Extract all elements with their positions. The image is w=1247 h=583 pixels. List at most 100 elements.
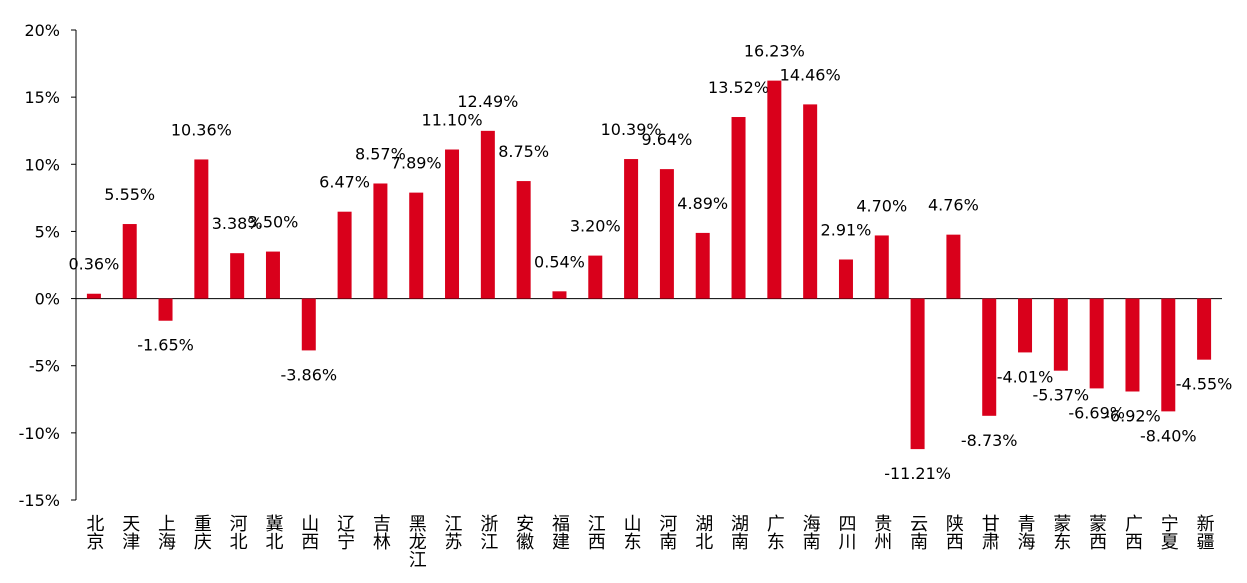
- x-tick-label: 山东: [621, 514, 642, 550]
- bar: [1018, 298, 1033, 353]
- x-tick-label: 青海: [1015, 514, 1036, 550]
- bar: [803, 104, 818, 299]
- x-tick-label: 河北: [227, 514, 248, 550]
- data-label: 3.20%: [570, 217, 621, 236]
- data-label: 8.57%: [355, 144, 406, 163]
- bar: [265, 251, 280, 299]
- bar: [695, 232, 710, 299]
- bar: [624, 159, 639, 299]
- data-label: 6.47%: [319, 173, 370, 192]
- bar: [731, 117, 746, 299]
- x-tick-label: 海南: [800, 514, 821, 550]
- x-tick-label: 吉林: [370, 514, 391, 550]
- x-tick-label: 安徽: [513, 514, 534, 550]
- data-label: 0.54%: [534, 252, 585, 271]
- x-tick-label: 蒙东: [1050, 514, 1071, 550]
- bar: [767, 80, 782, 299]
- x-tick-label: 江苏: [442, 514, 463, 550]
- data-label: 12.49%: [457, 92, 518, 111]
- y-tick-label: -10%: [19, 424, 60, 443]
- data-label: 7.89%: [391, 154, 442, 173]
- y-tick-label: 20%: [24, 21, 60, 40]
- bar: [946, 234, 961, 299]
- data-label: -4.01%: [997, 367, 1054, 386]
- data-label: -3.86%: [280, 365, 337, 384]
- data-label: -8.73%: [961, 431, 1018, 450]
- data-label: -6.69%: [1068, 403, 1125, 422]
- data-label: 5.55%: [104, 185, 155, 204]
- x-tick-label: 甘肃: [979, 514, 1000, 550]
- data-label: 10.39%: [601, 120, 662, 139]
- x-tick-label: 四川: [835, 514, 856, 550]
- bar: [1053, 298, 1068, 371]
- x-tick-label: 陕西: [943, 514, 964, 550]
- data-label: 11.10%: [422, 111, 483, 130]
- bar: [86, 293, 101, 299]
- bar: [301, 298, 316, 351]
- x-tick-label: 广西: [1122, 514, 1143, 550]
- y-tick-label: -15%: [19, 491, 60, 510]
- bar: [588, 255, 603, 299]
- y-tick-label: 15%: [24, 88, 60, 107]
- x-tick-label: 湖北: [692, 514, 713, 550]
- bar: [230, 253, 245, 299]
- x-tick-label: 福建: [549, 514, 570, 550]
- x-tick-label: 天津: [119, 514, 140, 550]
- data-label: 4.89%: [677, 194, 728, 213]
- bar: [1125, 298, 1140, 392]
- x-tick-label: 江西: [585, 514, 606, 550]
- bar: [982, 298, 997, 416]
- bar: [838, 259, 853, 299]
- y-tick-label: 10%: [24, 155, 60, 174]
- bar: [409, 192, 424, 299]
- data-label: 14.46%: [780, 65, 841, 84]
- data-label: 16.23%: [744, 42, 805, 61]
- x-tick-label: 上海: [155, 514, 176, 550]
- y-tick-label: 0%: [35, 290, 60, 309]
- x-tick-label: 贵州: [871, 514, 892, 550]
- data-label: 10.36%: [171, 120, 232, 139]
- bar: [445, 149, 460, 299]
- data-label: -1.65%: [137, 336, 194, 355]
- data-label: 4.70%: [856, 196, 907, 215]
- x-tick-label: 黑龙江: [406, 514, 427, 568]
- x-tick-label: 云南: [907, 514, 928, 550]
- data-label: 13.52%: [708, 78, 769, 97]
- bar: [874, 235, 889, 299]
- data-label: 8.75%: [498, 142, 549, 161]
- bar: [1197, 298, 1212, 360]
- x-tick-label: 蒙西: [1086, 514, 1107, 550]
- data-label: -6.92%: [1104, 406, 1161, 425]
- data-label: 3.50%: [248, 213, 299, 232]
- bar: [337, 211, 352, 299]
- y-tick-label: 5%: [35, 222, 60, 241]
- data-label: 2.91%: [821, 220, 872, 239]
- x-tick-label: 重庆: [191, 514, 212, 550]
- bar: [659, 169, 674, 299]
- x-tick-label: 宁夏: [1158, 514, 1179, 550]
- bar: [194, 159, 209, 299]
- x-tick-label: 冀北: [262, 514, 283, 550]
- x-tick-label: 广东: [764, 514, 785, 550]
- x-tick-label: 河南: [656, 514, 677, 550]
- data-label: 3.38%: [212, 214, 263, 233]
- y-tick-label: -5%: [29, 357, 60, 376]
- bar: [158, 298, 173, 321]
- x-tick-label: 湖南: [728, 514, 749, 550]
- data-label: -11.21%: [884, 464, 951, 483]
- bar: [373, 183, 388, 299]
- x-tick-label: 辽宁: [334, 514, 355, 550]
- bar: [516, 181, 531, 299]
- bar: [1161, 298, 1176, 412]
- bar: [480, 130, 495, 299]
- x-tick-label: 山西: [298, 514, 319, 550]
- data-label: 9.64%: [641, 130, 692, 149]
- data-label: -8.40%: [1140, 426, 1197, 445]
- data-label: -5.37%: [1033, 386, 1090, 405]
- x-tick-label: 浙江: [477, 514, 498, 550]
- bar: [1089, 298, 1104, 389]
- bar: [122, 224, 137, 299]
- x-tick-label: 新疆: [1194, 514, 1215, 550]
- x-tick-label: 北京: [83, 514, 104, 551]
